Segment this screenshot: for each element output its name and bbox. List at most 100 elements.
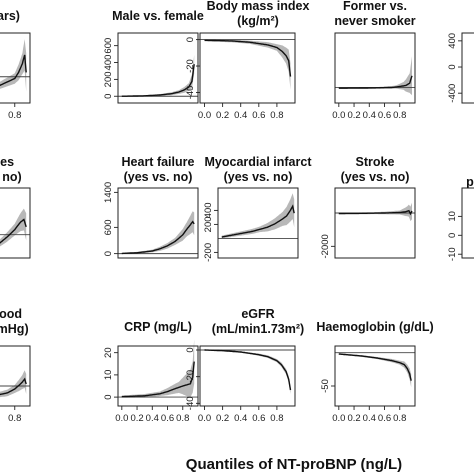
x-tick-label-bmi-4: 0.8 — [270, 110, 283, 121]
panel-title-mi-0: Myocardial infarct — [205, 155, 313, 169]
x-tick-label-crp-4: 0.8 — [176, 413, 189, 424]
ci-band-bp — [0, 370, 27, 398]
x-tick-label-egfr-0: 0.0 — [198, 413, 211, 424]
x-tick-label-smoker-0: 0.0 — [332, 110, 345, 121]
ci-band-stroke — [338, 202, 412, 222]
ci-band-mi — [221, 193, 295, 239]
panel-frame-crp — [117, 345, 199, 407]
panel-frame-r1 — [461, 32, 474, 104]
x-tick-label-hb-2: 0.4 — [363, 413, 376, 424]
estimate-line-hb — [338, 353, 412, 381]
estimate-line-diab — [0, 218, 27, 244]
x-tick-label-hb-4: 0.8 — [393, 413, 406, 424]
panel-title-sex-0: Male vs. female — [112, 9, 204, 23]
panel-title-hf-1: (yes vs. no) — [124, 170, 193, 184]
panel-frame-bmi — [199, 32, 296, 104]
estimate-line-age — [0, 54, 27, 87]
x-tick-label-hb-1: 0.2 — [347, 413, 360, 424]
x-tick-label-smoker-1: 0.2 — [347, 110, 360, 121]
ci-band-hf — [121, 211, 195, 254]
x-tick-label-smoker-4: 0.8 — [393, 110, 406, 121]
estimate-line-stroke — [338, 209, 413, 216]
panel-frame-r2 — [461, 187, 474, 259]
panel-title-stroke-0: Stroke — [356, 155, 395, 169]
x-tick-label-egfr-1: 0.2 — [216, 413, 229, 424]
panel-title-diab-0: tes — [0, 155, 14, 169]
y-tick-label-hf-2: 1400 — [103, 182, 114, 203]
y-tick-label-sex-1: 200 — [103, 71, 114, 87]
y-tick-label-hb-0: -50 — [320, 379, 331, 393]
x-tick-label-egfr-3: 0.6 — [252, 413, 265, 424]
panel-title-bmi-1: (kg/m²) — [237, 14, 279, 28]
y-tick-label-hf-0: 0 — [103, 251, 114, 256]
panel-title-egfr-1: (mL/min1.73m²) — [212, 322, 304, 336]
x-tick-label-bmi-0: 0.0 — [198, 110, 211, 121]
x-axis-label: Quantiles of NT-proBNP (ng/L) — [186, 456, 402, 473]
panel-title-crp-0: CRP (mg/L) — [124, 320, 192, 334]
panel-title-smoker-0: Former vs. — [343, 0, 407, 13]
x-tick-label-bmi-3: 0.6 — [252, 110, 265, 121]
y-tick-label-egfr-2: -40 — [185, 396, 196, 410]
ci-band-hb — [338, 353, 412, 388]
y-tick-label-bmi-0: 0 — [185, 37, 196, 42]
y-tick-label-r1-1: 0 — [447, 64, 458, 69]
panel-frame-mi — [217, 187, 299, 259]
ci-band-crp — [121, 339, 195, 398]
panel-title-bp-0: blood — [0, 307, 22, 321]
estimate-line-bp — [0, 377, 27, 396]
x-tick-label-hb-0: 0.0 — [332, 413, 345, 424]
panel-title-stroke-1: (yes vs. no) — [341, 170, 410, 184]
panel-frame-bp — [0, 345, 31, 407]
panel-frame-sex — [117, 32, 199, 104]
y-tick-label-sex-3: 600 — [103, 38, 114, 54]
estimate-line-bmi — [204, 39, 292, 77]
y-tick-label-stroke-0: -2000 — [320, 234, 331, 258]
ci-band-smoker — [338, 56, 412, 96]
ci-band-egfr — [204, 349, 291, 394]
y-tick-label-crp-1: 10 — [103, 370, 114, 381]
panel-title-age-0: ears) — [0, 9, 20, 23]
x-tick-label-crp-1: 0.2 — [130, 413, 143, 424]
x-tick-label-crp-3: 0.6 — [161, 413, 174, 424]
panel-title-r2-0: p — [466, 175, 474, 189]
x-tick-label-smoker-3: 0.6 — [378, 110, 391, 121]
y-tick-label-crp-0: 0 — [103, 394, 114, 399]
y-tick-label-r2-1: 0 — [447, 233, 458, 238]
x-tick-label-age-0: 0.8 — [8, 110, 21, 121]
y-tick-label-sex-0: 0 — [103, 94, 114, 99]
x-tick-label-bmi-1: 0.2 — [216, 110, 229, 121]
panel-frame-hf — [117, 187, 199, 259]
panel-frame-stroke — [334, 187, 416, 259]
panel-title-hf-0: Heart failure — [122, 155, 195, 169]
y-tick-label-egfr-0: 0 — [185, 347, 196, 352]
estimate-line-crp — [121, 361, 195, 398]
panel-frame-diab — [0, 187, 31, 259]
y-tick-label-hf-1: 600 — [103, 219, 114, 235]
estimate-line-hf — [121, 220, 195, 255]
panel-frame-smoker — [334, 32, 416, 104]
ci-band-bmi — [204, 39, 291, 90]
panel-title-bp-1: (mmHg) — [0, 322, 29, 336]
y-tick-label-r1-2: -400 — [447, 84, 458, 103]
x-tick-label-bmi-2: 0.4 — [234, 110, 247, 121]
panel-title-hb-0: Haemoglobin (g/dL) — [316, 320, 433, 334]
panel-frame-hb — [334, 345, 416, 407]
estimate-line-egfr — [204, 349, 292, 391]
panel-title-diab-1: s. no) — [0, 170, 22, 184]
y-tick-label-r1-0: 400 — [447, 33, 458, 49]
x-tick-label-hb-3: 0.6 — [378, 413, 391, 424]
x-tick-label-crp-2: 0.4 — [146, 413, 159, 424]
panel-frame-age — [0, 32, 31, 104]
x-tick-label-crp-0: 0.0 — [115, 413, 128, 424]
y-tick-label-mi-1: 200 — [203, 216, 214, 232]
panel-title-mi-1: (yes vs. no) — [224, 170, 293, 184]
y-tick-label-bmi-1: -20 — [185, 59, 196, 73]
y-tick-label-mi-0: -200 — [203, 243, 214, 262]
y-tick-label-r2-2: -10 — [447, 247, 458, 261]
x-tick-label-smoker-2: 0.4 — [363, 110, 376, 121]
y-tick-label-egfr-1: -20 — [185, 370, 196, 384]
panel-title-smoker-1: never smoker — [334, 14, 415, 28]
estimate-line-smoker — [338, 75, 413, 89]
y-tick-label-bmi-2: -40 — [185, 86, 196, 100]
